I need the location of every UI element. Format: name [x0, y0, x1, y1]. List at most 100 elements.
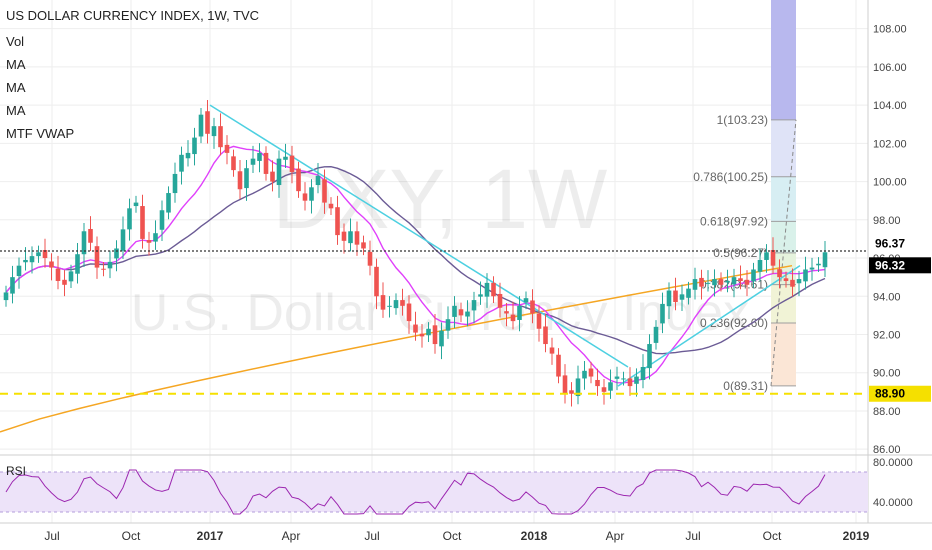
candle-body	[413, 324, 418, 333]
candle-body	[120, 229, 126, 251]
candle-body	[660, 303, 665, 324]
time-tick-label: Apr	[606, 529, 625, 543]
candle-body	[770, 250, 776, 266]
candle-body	[790, 279, 795, 287]
candle-body	[536, 313, 542, 329]
candle-body	[588, 368, 594, 377]
downtrend-line	[209, 104, 629, 368]
indicator-vol[interactable]: Vol	[6, 34, 25, 49]
candle-body	[510, 314, 516, 322]
candle-body	[16, 265, 22, 277]
indicator-ma-2[interactable]: MA	[6, 80, 26, 95]
indicator-ma-1[interactable]: MA	[6, 57, 26, 72]
candle-body	[608, 382, 613, 391]
candle-body	[725, 280, 730, 283]
rsi-label: RSI	[6, 464, 27, 478]
price-tick-label: 98.00	[873, 215, 901, 227]
time-tick-label: Oct	[122, 529, 141, 543]
candle-body	[614, 376, 620, 379]
candle-body	[822, 252, 828, 268]
candle-body	[705, 282, 711, 284]
candle-body	[621, 378, 626, 380]
fib-zone	[771, 119, 796, 177]
candle-body	[712, 279, 717, 286]
candle-body	[257, 152, 262, 161]
candle-body	[146, 240, 152, 243]
candle-body	[777, 269, 782, 278]
chart-title: US DOLLAR CURRENCY INDEX, 1W, TVC	[6, 8, 260, 23]
candle-body	[270, 171, 275, 182]
candle-body	[783, 278, 789, 281]
candle-body	[387, 305, 392, 307]
time-tick-label: Apr	[282, 529, 301, 543]
fib-extension-zone	[771, 0, 796, 120]
candle-body	[140, 206, 145, 239]
candle-body	[484, 282, 490, 297]
candle-body	[10, 277, 15, 294]
time-tick-label: Jul	[44, 529, 59, 543]
candle-body	[328, 203, 334, 209]
fib-diagonal	[770, 119, 797, 386]
price-tick-label: 108.00	[873, 24, 907, 36]
candle-body	[81, 231, 87, 255]
rsi-tick-label: 80.0000	[873, 457, 913, 469]
candle-body	[179, 154, 184, 172]
candle-body	[523, 298, 529, 303]
candle-body	[809, 267, 815, 270]
candle-body	[575, 378, 581, 397]
candle-body	[322, 179, 327, 203]
candle-body	[504, 311, 509, 314]
candle-body	[296, 168, 301, 192]
candle-body	[465, 311, 470, 317]
candle-body	[640, 366, 646, 380]
candle-body	[517, 305, 522, 320]
candle-body	[419, 333, 425, 337]
fib-level-label: 0.236(92.60)	[700, 316, 768, 330]
price-tag-b-bg	[869, 257, 931, 274]
candle-body	[744, 279, 750, 285]
price-tick-label: 102.00	[873, 138, 907, 150]
candle-body	[153, 233, 158, 242]
fib-level-label: 1(103.23)	[717, 113, 768, 127]
candle-body	[738, 278, 743, 281]
candle-body	[49, 261, 54, 268]
candle-body	[302, 193, 308, 201]
indicator-mtf-vwap[interactable]: MTF VWAP	[6, 126, 75, 141]
fib-level-label: 0(89.31)	[723, 379, 768, 393]
indicator-ma-3[interactable]: MA	[6, 103, 26, 118]
candle-body	[530, 300, 535, 314]
candle-body	[94, 246, 100, 268]
rsi-band	[0, 472, 868, 512]
fib-level-label: 0.786(100.25)	[693, 170, 768, 184]
candle-body	[497, 293, 503, 308]
candle-body	[172, 173, 178, 194]
candle-body	[653, 326, 659, 343]
candle-body	[133, 202, 139, 207]
price-tick-label: 94.00	[873, 291, 901, 303]
price-tag-a-bg	[869, 235, 931, 252]
candle-body	[718, 279, 724, 285]
candle-body	[23, 259, 28, 263]
candle-body	[62, 279, 67, 285]
candle-body	[348, 231, 353, 244]
candle-body	[679, 294, 685, 300]
candle-body	[166, 193, 171, 213]
candle-body	[361, 242, 366, 249]
candle-body	[367, 251, 373, 266]
price-tick-label: 104.00	[873, 100, 907, 112]
fib-level-label: 0.5(96.27)	[713, 246, 768, 260]
candle-body	[471, 300, 477, 311]
fib-zone	[771, 221, 796, 253]
candle-body	[276, 158, 282, 186]
price-tag-a: 96.37	[875, 236, 905, 250]
candle-body	[634, 376, 639, 384]
price-tag-support-bg	[869, 385, 931, 402]
candle-body	[816, 263, 821, 266]
candle-body	[426, 328, 431, 336]
candle-body	[757, 259, 763, 272]
candle-body	[647, 344, 652, 369]
slow-moving-average	[5, 166, 826, 355]
candle-body	[218, 126, 223, 148]
time-tick-label: Oct	[443, 529, 462, 543]
